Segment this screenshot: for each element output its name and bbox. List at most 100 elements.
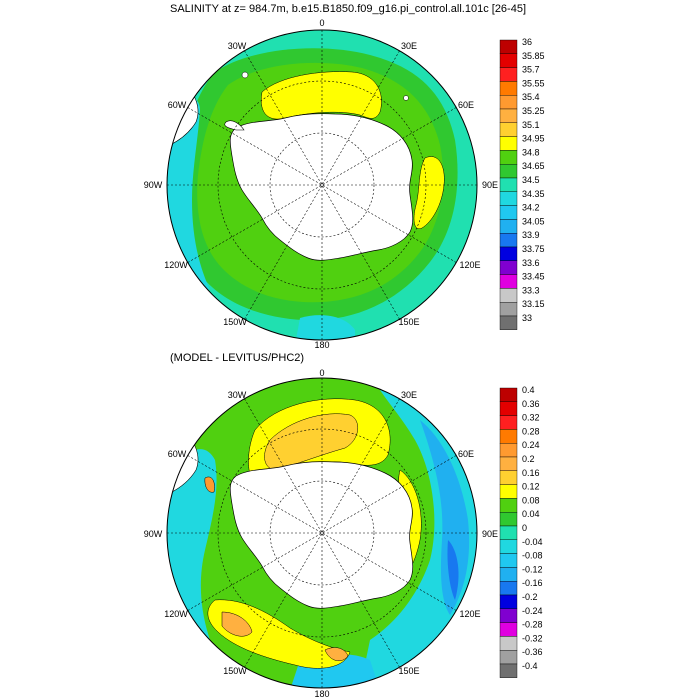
colorbar-label: -0.4	[522, 661, 538, 671]
colorbar-label: -0.24	[522, 606, 543, 616]
colorbar-label: 34.65	[522, 161, 545, 171]
salinity-map: 0 30E 60E 90E 120E 150E 180 150W 120W 90…	[144, 18, 498, 350]
lon-label-150e: 150E	[398, 317, 419, 327]
colorbar-label: 35.55	[522, 78, 545, 88]
colorbar-label: 34.2	[522, 203, 540, 213]
colorbar-swatch	[499, 94, 518, 110]
colorbar-label: 0.24	[522, 440, 540, 450]
colorbar-swatch	[499, 302, 518, 317]
colorbar-label: 0.04	[522, 509, 540, 519]
salinity-colorbar: 36 35.85 35.7 35.55 35.4 35.25 35.1 34.95 34.8 34…	[499, 37, 545, 331]
colorbar-label: 35.1	[522, 120, 540, 130]
colorbar-swatch	[499, 567, 518, 582]
lon-label-120w: 120W	[164, 609, 188, 619]
lon-label-150e: 150E	[398, 666, 419, 676]
colorbar-label: -0.12	[522, 564, 543, 574]
colorbar-swatch	[499, 232, 518, 248]
colorbar-label: -0.32	[522, 633, 543, 643]
colorbar-swatch	[499, 387, 518, 403]
lon-label-120w: 120W	[164, 260, 188, 270]
colorbar-label: 33	[522, 313, 532, 323]
lon-label-30w: 30W	[228, 390, 247, 400]
colorbar-swatch	[499, 67, 518, 82]
anomaly-map-border	[166, 377, 478, 689]
colorbar-label: -0.2	[522, 592, 538, 602]
colorbar-label: 33.9	[522, 230, 540, 240]
colorbar-label: 35.85	[522, 51, 545, 61]
colorbar-label: 34.05	[522, 216, 545, 226]
colorbar-swatch	[499, 274, 518, 289]
colorbar-label: 34.5	[522, 175, 540, 185]
anomaly-field-positive-north-core	[264, 413, 358, 471]
anomaly-field-negative-east-min	[447, 540, 459, 600]
lon-label-0: 0	[319, 18, 324, 28]
antarctica-land-bottom	[229, 461, 414, 609]
colorbar-swatch	[499, 401, 518, 416]
colorbar-swatch	[499, 594, 518, 610]
colorbar-label: -0.04	[522, 537, 543, 547]
colorbar-swatch	[499, 53, 518, 68]
colorbar-swatch	[499, 415, 518, 430]
colorbar-swatch	[499, 205, 518, 220]
salinity-field-low-south	[295, 315, 355, 340]
colorbar-swatch	[499, 315, 518, 331]
colorbar-label: 0.08	[522, 495, 540, 505]
lon-label-60w: 60W	[168, 449, 187, 459]
colorbar-label: 0.32	[522, 413, 540, 423]
anomaly-field-positive-south	[207, 599, 351, 669]
colorbar-swatch	[499, 663, 518, 679]
colorbar-label: 33.15	[522, 299, 545, 309]
colorbar-label: 35.25	[522, 106, 545, 116]
colorbar-swatch	[499, 443, 518, 458]
salinity-field-high-east	[413, 156, 445, 230]
colorbar-label: 0.28	[522, 426, 540, 436]
colorbar-label: 33.45	[522, 272, 545, 282]
lon-label-150w: 150W	[223, 317, 247, 327]
colorbar-label: 33.6	[522, 258, 540, 268]
colorbar-label: 0.4	[522, 385, 535, 395]
salinity-map-border	[166, 29, 478, 341]
lon-label-180: 180	[314, 340, 329, 350]
lon-label-180: 180	[314, 689, 329, 699]
colorbar-swatch	[499, 525, 518, 541]
colorbar-label: -0.28	[522, 620, 543, 630]
lon-label-90e: 90E	[482, 180, 498, 190]
colorbar-swatch	[499, 191, 518, 206]
anomaly-colorbar: 0.4 0.36 0.32 0.28 0.24 0.2 0.16 0.12 0.08 0.04 0 -…	[499, 385, 543, 679]
colorbar-label: 0.16	[522, 468, 540, 478]
anomaly-lon-labels: 0 30E 60E 90E 120E 150E 180 150W 120W 90…	[144, 368, 498, 699]
lon-label-90w: 90W	[144, 529, 163, 539]
lon-label-120e: 120E	[459, 609, 480, 619]
colorbar-swatch	[499, 122, 518, 137]
lon-label-90w: 90W	[144, 180, 163, 190]
colorbar-label: 33.3	[522, 285, 540, 295]
colorbar-swatch	[499, 636, 518, 651]
anomaly-field-positive-west-core	[204, 476, 215, 493]
colorbar-label: 34.8	[522, 147, 540, 157]
colorbar-label: 0	[522, 523, 527, 533]
lon-label-120e: 120E	[459, 260, 480, 270]
colorbar-label: -0.08	[522, 551, 543, 561]
lon-label-90e: 90E	[482, 529, 498, 539]
colorbar-swatch	[499, 260, 518, 275]
colorbar-swatch	[499, 163, 518, 179]
colorbar-swatch	[499, 81, 518, 96]
colorbar-label: 33.75	[522, 244, 545, 254]
lon-label-0: 0	[319, 368, 324, 378]
antarctic-peninsula	[224, 120, 245, 131]
lon-label-150w: 150W	[223, 666, 247, 676]
island-kerguelen	[403, 95, 409, 101]
colorbar-label: 0.36	[522, 399, 540, 409]
anomaly-field-positive-south-core	[221, 611, 253, 637]
colorbar-swatch	[499, 177, 518, 193]
anomaly-map: 0 30E 60E 90E 120E 150E 180 150W 120W 90…	[144, 368, 498, 699]
colorbar-swatch	[499, 39, 518, 55]
colorbar-label: -0.36	[522, 647, 543, 657]
colorbar-swatch	[499, 581, 518, 596]
lon-label-30w: 30W	[228, 41, 247, 51]
colorbar-swatch	[499, 429, 518, 444]
colorbar-swatch	[499, 484, 518, 499]
lon-label-60e: 60E	[458, 100, 474, 110]
top-panel-title: SALINITY at z= 984.7m, b.e15.B1850.f09_g…	[170, 3, 527, 15]
